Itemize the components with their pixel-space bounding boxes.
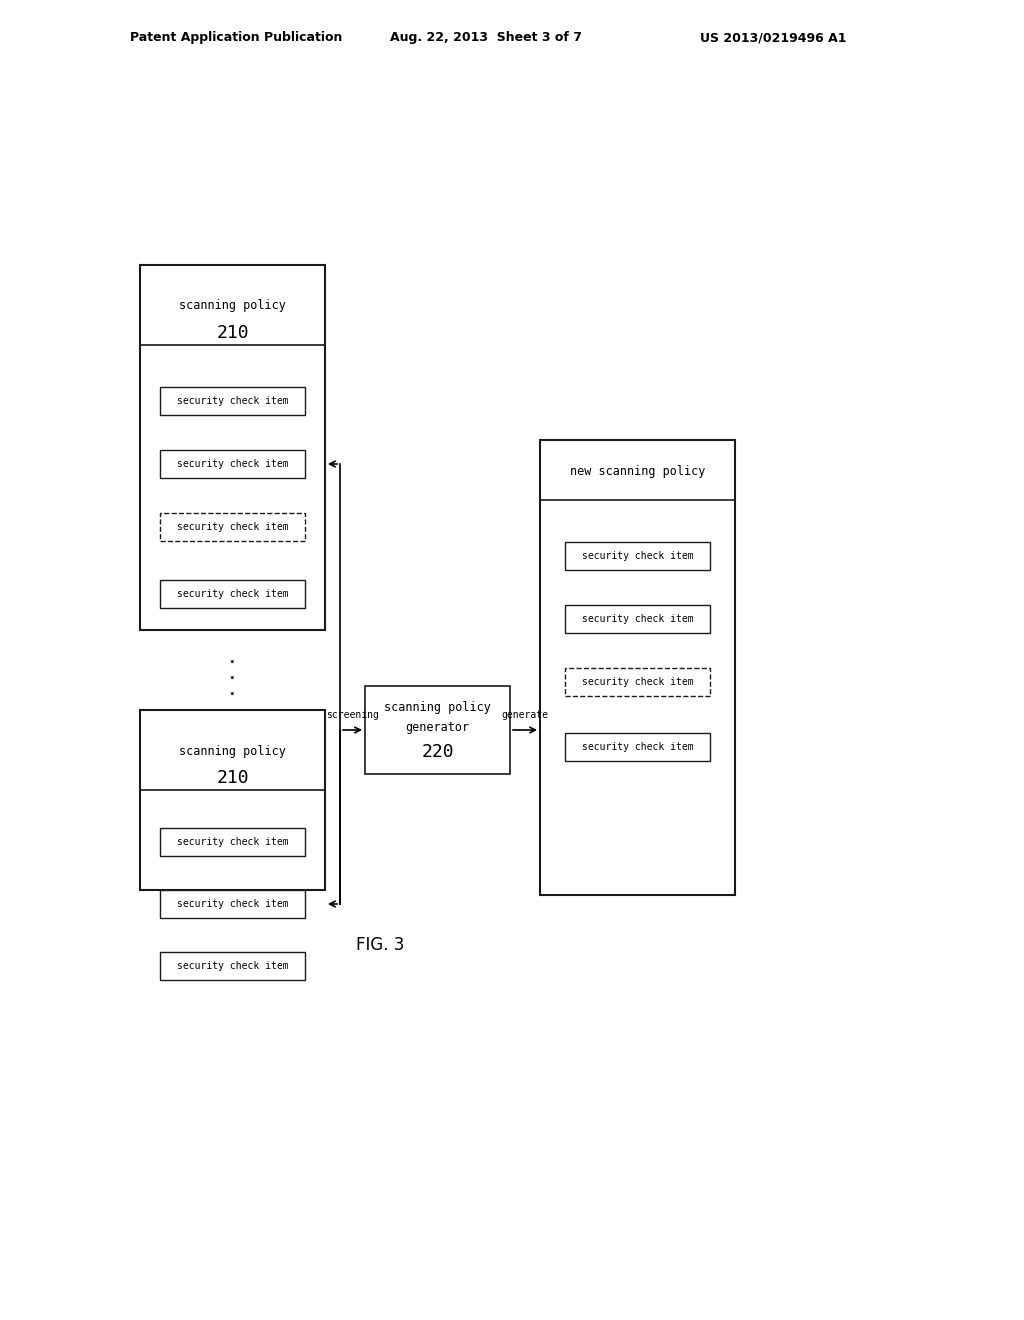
Bar	[540, 440, 735, 895]
Text: scanning policy: scanning policy	[179, 298, 286, 312]
Text: .: .	[227, 649, 238, 667]
Bar	[565, 543, 710, 570]
Text: generate: generate	[502, 710, 549, 719]
Text: .: .	[227, 665, 238, 682]
Text: scanning policy: scanning policy	[179, 746, 286, 759]
Bar	[160, 450, 305, 478]
Bar	[140, 710, 325, 890]
Text: security check item: security check item	[177, 521, 289, 532]
Text: security check item: security check item	[177, 961, 289, 972]
Text: security check item: security check item	[582, 677, 693, 686]
Text: security check item: security check item	[177, 459, 289, 469]
Bar	[565, 668, 710, 696]
Text: 220: 220	[421, 743, 454, 762]
Bar	[365, 686, 510, 774]
Text: security check item: security check item	[177, 899, 289, 909]
Bar	[160, 387, 305, 414]
Text: Aug. 22, 2013  Sheet 3 of 7: Aug. 22, 2013 Sheet 3 of 7	[390, 32, 582, 45]
Bar	[160, 579, 305, 609]
Text: scanning policy: scanning policy	[384, 701, 490, 714]
Text: 210: 210	[216, 770, 249, 787]
Text: 210: 210	[216, 323, 249, 342]
Bar	[160, 513, 305, 541]
Text: security check item: security check item	[177, 396, 289, 407]
Bar	[140, 265, 325, 630]
Text: generator: generator	[406, 722, 470, 734]
Text: new scanning policy: new scanning policy	[569, 466, 706, 479]
Text: US 2013/0219496 A1: US 2013/0219496 A1	[700, 32, 847, 45]
Bar	[160, 828, 305, 855]
Bar	[160, 890, 305, 917]
Text: screening: screening	[326, 710, 379, 719]
Text: .: .	[227, 681, 238, 700]
Text: security check item: security check item	[177, 589, 289, 599]
Text: security check item: security check item	[177, 837, 289, 847]
Bar	[565, 605, 710, 634]
Bar	[160, 952, 305, 979]
Text: security check item: security check item	[582, 742, 693, 752]
Text: FIG. 3: FIG. 3	[355, 936, 404, 954]
Text: security check item: security check item	[582, 614, 693, 624]
Text: Patent Application Publication: Patent Application Publication	[130, 32, 342, 45]
Text: security check item: security check item	[582, 550, 693, 561]
Bar	[565, 733, 710, 762]
